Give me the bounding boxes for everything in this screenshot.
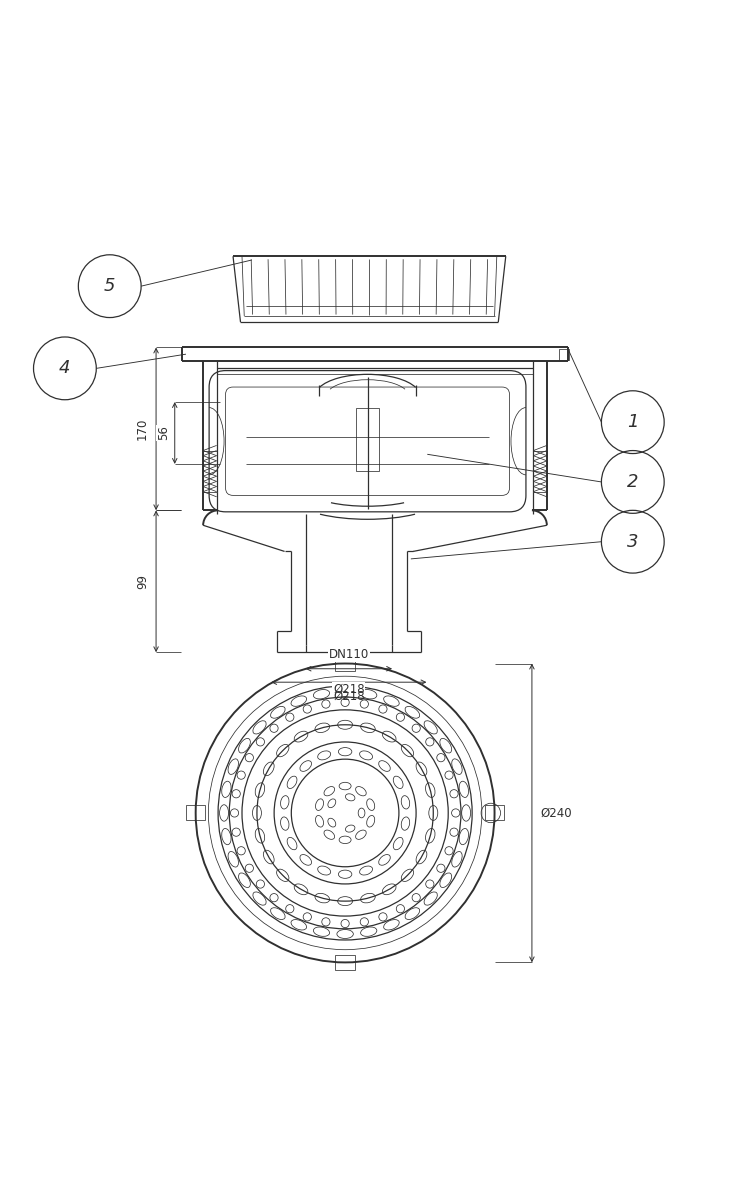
Text: 3: 3 bbox=[627, 533, 638, 551]
Text: Ø218: Ø218 bbox=[333, 683, 364, 696]
Text: 99: 99 bbox=[136, 574, 149, 589]
Text: Ø218: Ø218 bbox=[333, 690, 364, 703]
Text: Ø240: Ø240 bbox=[541, 806, 572, 820]
Bar bbox=[186, 805, 206, 821]
Bar bbox=[484, 805, 504, 821]
Text: 2: 2 bbox=[627, 473, 638, 491]
Bar bbox=[559, 349, 568, 360]
Bar bbox=[203, 450, 217, 492]
Text: 170: 170 bbox=[136, 418, 149, 440]
Text: 4: 4 bbox=[59, 359, 70, 377]
Text: 5: 5 bbox=[104, 277, 116, 295]
Bar bbox=[356, 408, 379, 472]
Bar bbox=[533, 450, 547, 492]
Text: 56: 56 bbox=[157, 426, 170, 440]
Text: 1: 1 bbox=[627, 413, 638, 431]
Bar bbox=[335, 955, 355, 970]
Text: DN110: DN110 bbox=[328, 648, 369, 661]
Bar bbox=[335, 656, 355, 671]
